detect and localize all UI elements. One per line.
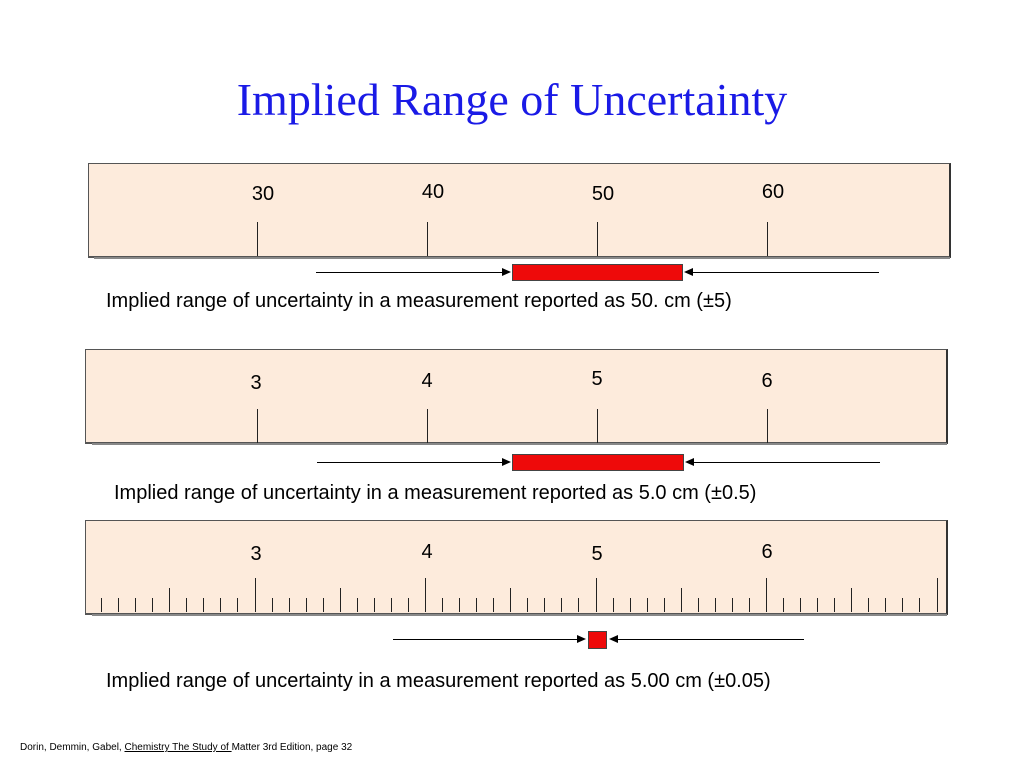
ruler-tick bbox=[407, 598, 409, 612]
ruler-tick bbox=[510, 588, 512, 612]
tick-label: 60 bbox=[761, 181, 785, 203]
ruler-tick bbox=[885, 598, 887, 612]
ruler-tens bbox=[88, 163, 951, 258]
ruler-tick bbox=[919, 598, 921, 612]
ruler-tick bbox=[220, 598, 222, 612]
ruler-tick bbox=[203, 598, 205, 612]
ruler-tick bbox=[851, 588, 853, 612]
tick-label: 3 bbox=[250, 372, 262, 394]
tick-label: 30 bbox=[251, 183, 275, 205]
tick-label: 40 bbox=[421, 181, 445, 203]
ruler-base-line bbox=[92, 443, 947, 445]
ruler-tick bbox=[612, 598, 614, 612]
major-tick bbox=[427, 409, 428, 443]
citation-book-title: Chemistry The Study of bbox=[124, 742, 232, 753]
left-arrowhead bbox=[502, 458, 511, 466]
ruler-tick bbox=[714, 598, 716, 612]
ruler-tick bbox=[459, 598, 461, 612]
tick-label: 5 bbox=[591, 368, 603, 390]
tick-label: 6 bbox=[761, 370, 773, 392]
major-tick bbox=[257, 409, 258, 443]
ruler-tick bbox=[663, 598, 665, 612]
ruler-tick bbox=[595, 578, 597, 612]
ruler-tick bbox=[731, 598, 733, 612]
ruler-tick bbox=[476, 598, 478, 612]
ruler-tick bbox=[629, 598, 631, 612]
left-arrow bbox=[393, 639, 577, 640]
ruler-tick bbox=[322, 598, 324, 612]
ruler-tick bbox=[800, 598, 802, 612]
ruler-tick bbox=[766, 578, 767, 612]
uncertainty-range-bar bbox=[588, 631, 607, 649]
ruler-tick bbox=[356, 598, 358, 612]
ruler-units bbox=[85, 349, 948, 444]
ruler-tick bbox=[748, 598, 750, 612]
tick-label: 5 bbox=[591, 543, 603, 565]
ruler-tick bbox=[186, 598, 188, 612]
source-citation: Dorin, Demmin, Gabel, Chemistry The Stud… bbox=[20, 742, 352, 753]
ruler-caption: Implied range of uncertainty in a measur… bbox=[114, 482, 757, 504]
ruler-tenths bbox=[85, 520, 948, 615]
ruler-tick bbox=[646, 598, 648, 612]
major-tick bbox=[427, 222, 428, 256]
tick-label: 6 bbox=[761, 541, 773, 563]
right-arrow bbox=[618, 639, 804, 640]
right-arrowhead bbox=[609, 635, 618, 643]
citation-authors: Dorin, Demmin, Gabel, bbox=[20, 742, 125, 753]
ruler-tick bbox=[680, 588, 682, 612]
ruler-tick bbox=[697, 598, 699, 612]
ruler-tick bbox=[834, 598, 836, 612]
ruler-tick bbox=[783, 598, 784, 612]
ruler-caption: Implied range of uncertainty in a measur… bbox=[106, 670, 771, 692]
ruler-tick bbox=[305, 598, 307, 612]
ruler-caption: Implied range of uncertainty in a measur… bbox=[106, 290, 732, 312]
ruler-tick bbox=[868, 598, 870, 612]
major-tick bbox=[597, 409, 598, 443]
ruler-tick bbox=[817, 598, 819, 612]
left-arrowhead bbox=[577, 635, 586, 643]
left-arrowhead bbox=[502, 268, 511, 276]
ruler-tick bbox=[135, 598, 137, 612]
ruler-tick bbox=[390, 598, 392, 612]
right-arrow bbox=[694, 462, 880, 463]
ruler-tick bbox=[936, 578, 938, 612]
ruler-tick bbox=[271, 598, 273, 612]
ruler-tick bbox=[237, 598, 239, 612]
ruler-tick bbox=[254, 578, 256, 612]
right-arrow bbox=[693, 272, 879, 273]
citation-rest: Matter 3rd Edition, page 32 bbox=[231, 742, 353, 753]
tick-label: 4 bbox=[421, 541, 433, 563]
ruler-tick bbox=[561, 598, 563, 612]
uncertainty-range-bar bbox=[512, 264, 683, 281]
major-tick bbox=[257, 222, 258, 256]
uncertainty-range-bar bbox=[512, 454, 684, 471]
ruler-tick bbox=[169, 588, 171, 612]
tick-label: 4 bbox=[421, 370, 433, 392]
major-tick bbox=[767, 409, 768, 443]
ruler-tick bbox=[578, 598, 580, 612]
ruler-tick bbox=[544, 598, 546, 612]
right-arrowhead bbox=[684, 268, 693, 276]
major-tick bbox=[597, 222, 598, 256]
right-arrowhead bbox=[685, 458, 694, 466]
ruler-tick bbox=[902, 598, 904, 612]
ruler-base-line bbox=[94, 257, 950, 259]
ruler-tick bbox=[493, 598, 495, 612]
tick-label: 50 bbox=[591, 183, 615, 205]
ruler-tick bbox=[442, 598, 443, 612]
slide-title: Implied Range of Uncertainty bbox=[236, 74, 788, 125]
ruler-base-line bbox=[92, 614, 947, 616]
ruler-tick bbox=[152, 598, 154, 612]
ruler-tick bbox=[527, 598, 529, 612]
ruler-tick bbox=[101, 598, 102, 612]
ruler-tick bbox=[288, 598, 290, 612]
major-tick bbox=[767, 222, 768, 256]
ruler-tick bbox=[373, 598, 375, 612]
ruler-tick bbox=[339, 588, 341, 612]
left-arrow bbox=[317, 462, 502, 463]
ruler-tick bbox=[118, 598, 119, 612]
left-arrow bbox=[316, 272, 502, 273]
ruler-tick bbox=[424, 578, 426, 612]
tick-label: 3 bbox=[250, 543, 262, 565]
